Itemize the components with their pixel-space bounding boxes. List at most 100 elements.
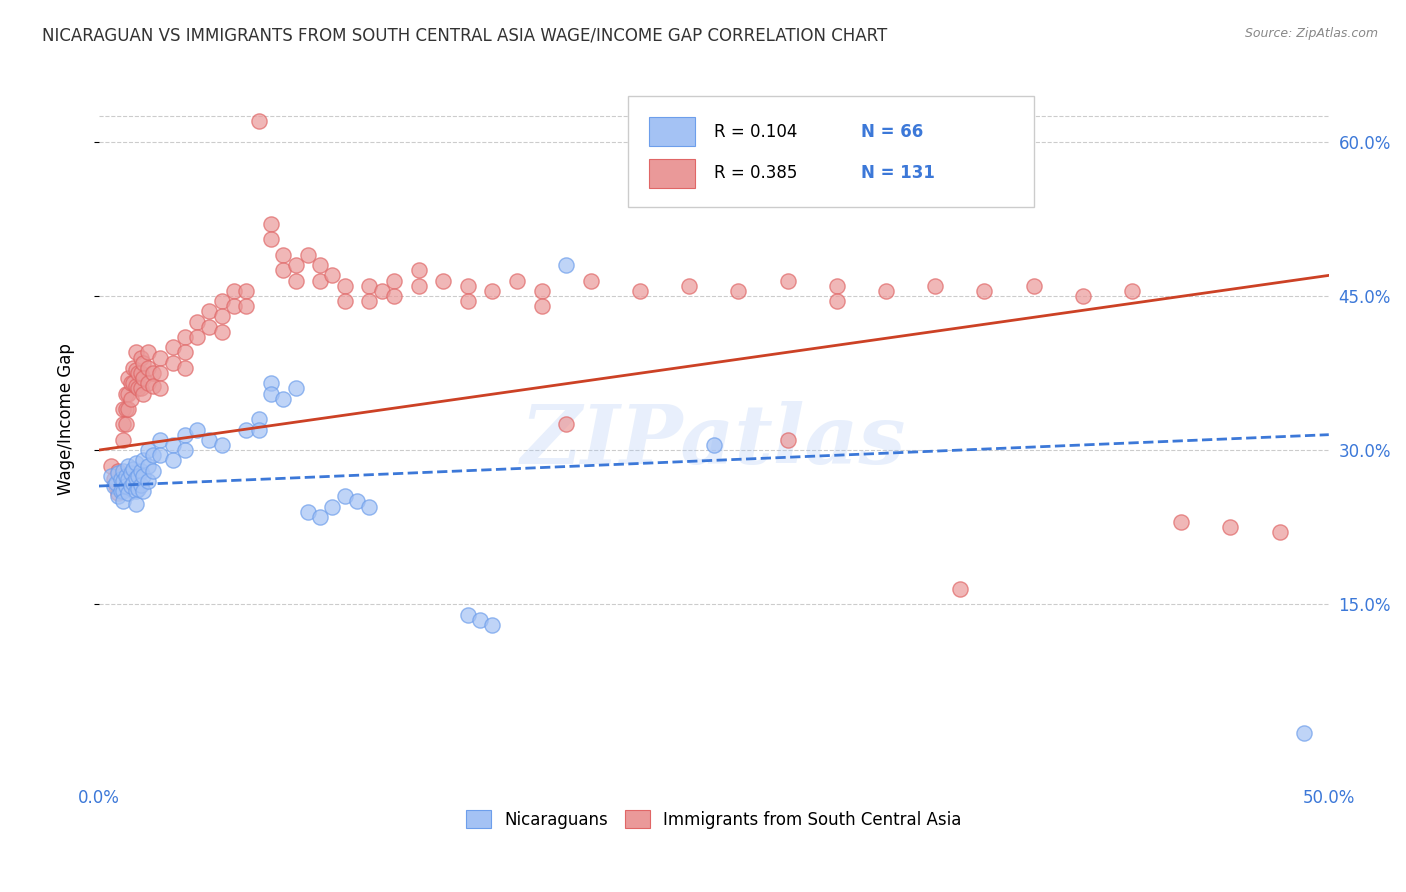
Point: [162, 340, 184, 354]
Point: [107, 464, 129, 478]
Point: [122, 461, 145, 475]
Point: [370, 284, 392, 298]
Point: [703, 438, 725, 452]
Point: [120, 376, 142, 391]
Point: [186, 330, 208, 344]
Point: [555, 417, 578, 432]
Point: [117, 402, 139, 417]
Point: [1121, 284, 1143, 298]
Point: [776, 433, 799, 447]
Point: [211, 294, 233, 309]
Point: [321, 500, 343, 514]
Text: N = 131: N = 131: [862, 164, 935, 182]
FancyBboxPatch shape: [648, 159, 696, 187]
Point: [107, 475, 129, 490]
Point: [309, 273, 332, 287]
Point: [481, 617, 503, 632]
Point: [107, 466, 129, 480]
Point: [211, 325, 233, 339]
Point: [125, 484, 148, 499]
Point: [127, 366, 149, 380]
Point: [284, 258, 307, 272]
Point: [468, 613, 491, 627]
Point: [115, 468, 138, 483]
Point: [776, 273, 799, 287]
Point: [260, 376, 283, 391]
Point: [555, 258, 578, 272]
Point: [136, 443, 159, 458]
Point: [174, 360, 197, 375]
Point: [129, 366, 152, 380]
Point: [186, 423, 208, 437]
Point: [162, 453, 184, 467]
Point: [112, 464, 135, 478]
Point: [117, 472, 139, 486]
Point: [1294, 725, 1316, 739]
Point: [107, 486, 129, 500]
Point: [112, 484, 135, 499]
Point: [359, 294, 381, 309]
Point: [142, 448, 165, 462]
Point: [125, 457, 148, 471]
Point: [1170, 515, 1192, 529]
Point: [222, 284, 245, 298]
Point: [875, 284, 897, 298]
Point: [132, 371, 155, 385]
Point: [132, 484, 155, 499]
Point: [530, 299, 553, 313]
Point: [198, 433, 221, 447]
Point: [127, 482, 149, 496]
Point: [382, 289, 405, 303]
Point: [198, 319, 221, 334]
Point: [120, 479, 142, 493]
Point: [149, 433, 172, 447]
Point: [973, 284, 995, 298]
Point: [105, 479, 128, 493]
Point: [481, 284, 503, 298]
Point: [105, 475, 128, 490]
Point: [949, 582, 972, 596]
Point: [149, 351, 172, 365]
Point: [506, 273, 529, 287]
Point: [136, 458, 159, 473]
Point: [115, 402, 138, 417]
Point: [211, 310, 233, 324]
Point: [186, 315, 208, 329]
Point: [408, 278, 430, 293]
Point: [382, 273, 405, 287]
Point: [579, 273, 602, 287]
Point: [247, 412, 270, 426]
Point: [408, 263, 430, 277]
Text: NICARAGUAN VS IMMIGRANTS FROM SOUTH CENTRAL ASIA WAGE/INCOME GAP CORRELATION CHA: NICARAGUAN VS IMMIGRANTS FROM SOUTH CENT…: [42, 27, 887, 45]
Point: [112, 417, 135, 432]
Point: [271, 263, 294, 277]
Legend: Nicaraguans, Immigrants from South Central Asia: Nicaraguans, Immigrants from South Centr…: [460, 804, 969, 835]
Point: [112, 474, 135, 488]
Point: [112, 433, 135, 447]
Point: [110, 484, 132, 499]
Point: [333, 278, 356, 293]
Point: [125, 496, 148, 510]
Point: [117, 458, 139, 473]
Point: [129, 478, 152, 492]
Point: [260, 217, 283, 231]
Point: [125, 379, 148, 393]
Point: [132, 468, 155, 483]
Point: [142, 379, 165, 393]
Point: [125, 471, 148, 485]
Point: [825, 294, 848, 309]
Point: [122, 376, 145, 391]
Point: [122, 360, 145, 375]
Point: [142, 366, 165, 380]
Point: [284, 273, 307, 287]
Point: [117, 371, 139, 385]
Point: [1022, 278, 1045, 293]
FancyBboxPatch shape: [627, 95, 1033, 207]
Point: [333, 294, 356, 309]
Point: [162, 356, 184, 370]
Point: [129, 381, 152, 395]
Point: [132, 386, 155, 401]
Point: [247, 423, 270, 437]
Text: ZIPatlas: ZIPatlas: [522, 401, 907, 481]
Point: [321, 268, 343, 283]
